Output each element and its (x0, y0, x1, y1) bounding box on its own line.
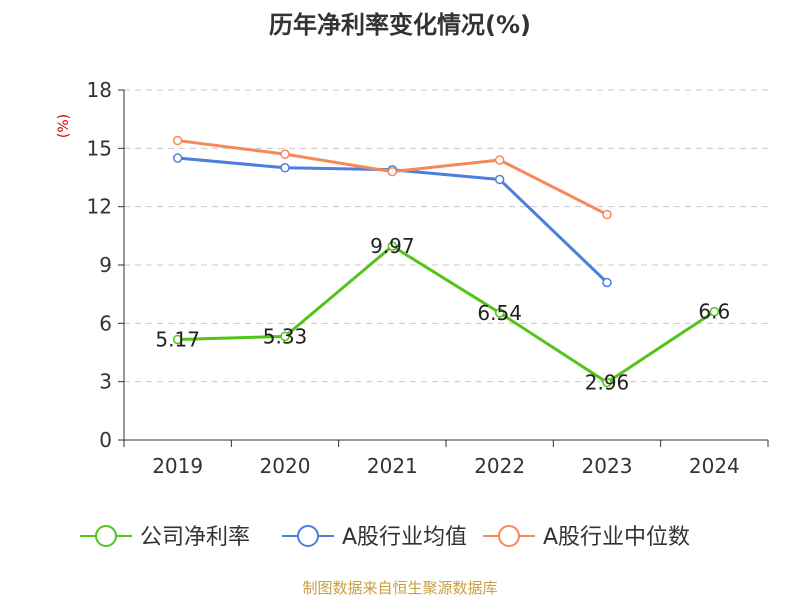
x-tick-label: 2019 (152, 454, 203, 478)
data-point (387, 166, 398, 177)
y-tick-label: 9 (99, 253, 112, 277)
data-point (172, 135, 183, 146)
x-tick-label: 2024 (689, 454, 740, 478)
data-label: 2.96 (585, 370, 630, 394)
y-axis-label: (%) (56, 114, 72, 138)
data-point (494, 308, 505, 318)
source-note: 制图数据来自恒生聚源数据库 (302, 579, 497, 597)
data-point (709, 306, 720, 317)
y-tick-label: 0 (99, 428, 112, 452)
series-line-1 (177, 156, 609, 284)
x-tick-label: 2020 (260, 454, 311, 478)
x-tick-label: 2022 (474, 454, 525, 478)
data-label: 6.6 (698, 300, 730, 324)
data-label: 9.97 (370, 234, 415, 258)
data-point (172, 153, 183, 163)
legend-label: A股行业均值 (342, 525, 467, 550)
data-point (280, 149, 290, 159)
data-point (602, 277, 612, 288)
data-point (494, 155, 505, 165)
data-label: 6.54 (477, 301, 522, 325)
data-point (602, 377, 612, 388)
legend-label: 公司净利率 (140, 525, 250, 550)
data-label: 5.33 (263, 324, 308, 348)
y-tick-label: 18 (87, 78, 112, 102)
legend-marker-icon (95, 525, 117, 547)
x-tick-label: 2021 (367, 454, 418, 478)
y-tick-label: 3 (99, 370, 112, 394)
data-point (280, 331, 290, 342)
y-tick-label: 12 (87, 195, 112, 219)
series-line-2 (177, 139, 608, 216)
data-point (172, 334, 183, 345)
legend-label: A股行业中位数 (543, 525, 690, 550)
data-label: 5.17 (155, 327, 200, 351)
data-point (602, 209, 612, 220)
series-line-0 (177, 244, 716, 384)
legend-marker-icon (297, 525, 319, 547)
data-point (280, 163, 290, 173)
data-point (494, 174, 505, 185)
y-tick-label: 6 (99, 311, 112, 335)
x-tick-label: 2023 (582, 454, 633, 478)
legend-marker-icon (498, 525, 520, 547)
data-point (387, 241, 398, 251)
y-tick-label: 15 (87, 136, 112, 160)
chart-title: 历年净利率变化情况(%) (269, 11, 531, 39)
